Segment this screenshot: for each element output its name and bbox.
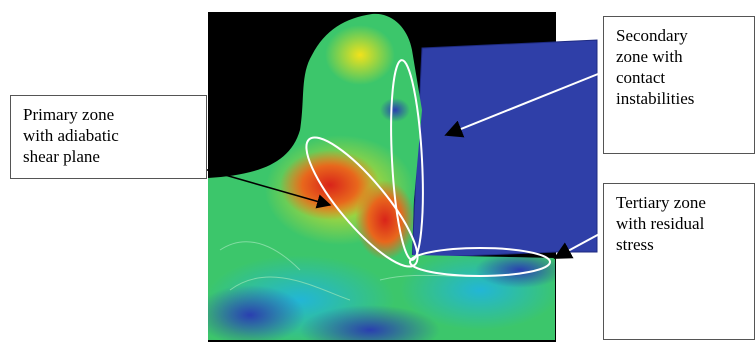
primary-label-line: shear plane — [23, 147, 100, 166]
cutting-tool — [411, 39, 598, 259]
secondary-arrow — [444, 71, 604, 138]
primary-zone-label: Primary zone with adiabatic shear plane — [10, 95, 207, 179]
secondary-label-line: zone with — [616, 47, 683, 66]
primary-arrow — [189, 164, 332, 209]
secondary-zone-outline — [390, 59, 424, 261]
tertiary-label-line: with residual — [616, 214, 705, 233]
tertiary-label-line: Tertiary zone — [616, 193, 706, 212]
secondary-zone-label: Secondary zone with contact instabilitie… — [603, 16, 755, 154]
tertiary-arrow — [553, 231, 604, 259]
secondary-label-line: contact — [616, 68, 666, 87]
primary-label-line: Primary zone — [23, 105, 115, 124]
tertiary-label-line: stress — [616, 235, 654, 254]
tertiary-zone-outline — [409, 247, 551, 277]
primary-zone-outline — [305, 136, 419, 268]
primary-label-line: with adiabatic — [23, 126, 119, 145]
secondary-label-line: Secondary — [616, 26, 688, 45]
tertiary-zone-label: Tertiary zone with residual stress — [603, 183, 755, 340]
secondary-label-line: instabilities — [616, 89, 695, 108]
stress-field — [208, 13, 555, 341]
